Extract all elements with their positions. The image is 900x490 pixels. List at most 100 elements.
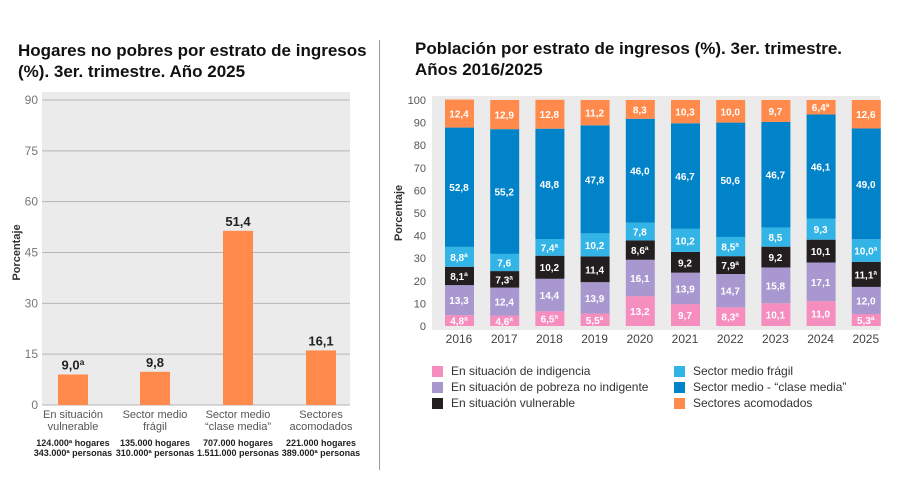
segment-label: 48,8 [540,180,560,191]
segment-label: 10,3 [675,108,695,119]
segment-label: 12,0 [856,296,876,307]
stacked-bar-segment [671,123,700,229]
segment-label: 14,4 [540,291,560,302]
stacked-bar-segment [716,256,746,275]
y-tick-label: 40 [414,231,426,243]
stacked-bar-segment [580,313,610,326]
segment-label: 9,2 [768,253,782,264]
segment-label: 11,0 [811,310,830,321]
stacked-bar-segment [625,259,655,297]
stacked-bar-segment [761,267,791,304]
stacked-bar-segment [625,240,655,260]
category-label: acomodados [290,421,353,433]
y-tick-label: 0 [420,321,426,333]
segment-label: 10,2 [585,241,605,252]
segment-label: 47,8 [585,175,605,186]
stacked-bar-segment [490,315,520,326]
segment-label: 15,8 [766,281,786,292]
x-tick-label: 2017 [491,332,518,346]
stacked-bar-segment [806,100,836,115]
segment-label: 17,1 [811,278,831,289]
segment-label: 7,4ª [541,243,559,254]
segment-label: 10,1 [766,311,786,322]
legend-item: Sectores acomodados [674,396,812,410]
stacked-bar-segment [535,99,565,129]
segment-label: 8,1ª [450,272,468,283]
stacked-bar-segment [490,287,520,316]
legend-item: En situación de pobreza no indigente [432,380,648,394]
segment-label: 50,6 [720,176,740,187]
category-note: 389.000ª personas [282,448,360,458]
y-tick-label: 100 [408,95,426,107]
segment-label: 13,9 [675,284,695,295]
segment-label: 10,2 [540,263,560,274]
bar [223,230,253,405]
stacked-bar-segment [671,272,700,305]
segment-label: 9,7 [678,311,692,322]
stacked-bar-segment [671,304,700,326]
legend-label: Sector medio frágil [693,364,794,378]
legend-item: Sector medio frágil [674,364,793,378]
y-tick-label: 20 [414,276,426,288]
stacked-bar-segment [761,246,791,268]
y-tick-label: 90 [414,118,426,130]
y-tick-label: 0 [31,398,38,412]
segment-label: 13,3 [449,296,469,307]
segment-label: 52,8 [449,183,469,194]
legend-swatch [432,397,443,409]
y-tick-label: 80 [414,140,426,152]
legend-label: En situación vulnerable [451,396,576,410]
category-label: “clase media” [205,421,271,433]
stacked-bar-segment [761,121,791,228]
stacked-bar-segment [761,227,791,247]
category-note: 310.000ª personas [116,448,194,458]
category-note: 221.000 hogares [286,438,356,448]
segment-label: 16,1 [630,274,650,285]
category-label: frágil [143,421,167,433]
segment-label: 12,9 [494,111,514,122]
y-tick-label: 10 [414,298,426,310]
stacked-bar-segment [806,218,836,240]
legend-label: Sectores acomodados [693,396,813,410]
stacked-bar-segment [625,100,655,119]
stacked-bar-segment [535,255,565,279]
segment-label: 7,6 [497,258,511,269]
stacked-bar-segment [806,301,836,326]
bar [58,374,88,405]
segment-label: 46,7 [675,172,695,183]
y-axis-label: Porcentaje [393,185,405,241]
x-tick-label: 2023 [762,332,789,346]
stacked-bar-segment [851,128,881,240]
stacked-bar-segment [580,233,610,257]
category-label: Sector medio [123,409,188,421]
stacked-bar-segment [851,314,881,326]
stacked-bar-segment [806,262,836,302]
segment-label: 10,0 [720,107,740,118]
stacked-bar-segment [535,278,565,312]
segment-label: 13,9 [585,294,605,305]
stacked-bar-segment [445,285,474,316]
y-tick-label: 50 [414,208,426,220]
legend-item: Sector medio - “clase media” [674,380,846,394]
stacked-bar-segment [806,114,836,219]
stacked-bar-segment [761,303,791,326]
x-tick-label: 2021 [672,332,699,346]
segment-label: 9,7 [768,107,782,118]
left-chart-title: Hogares no pobres por estrato de ingreso… [18,41,367,81]
stacked-bar-segment [490,253,520,272]
segment-label: 9,2 [678,258,692,269]
segment-label: 12,8 [540,110,560,121]
segment-label: 4,8ª [450,317,468,328]
stacked-bar-segment [851,239,881,262]
legend-swatch [674,365,685,377]
stacked-bar-segment [445,99,474,128]
legend-item: En situación de indigencia [432,364,590,378]
segment-label: 8,6ª [631,246,649,257]
stacked-bar-segment [580,125,610,234]
x-tick-label: 2016 [446,332,473,346]
segment-label: 10,1 [811,247,831,258]
stacked-bar-segment [761,100,791,122]
y-tick-label: 60 [25,195,39,209]
y-tick-label: 90 [25,93,39,107]
stacked-bar-segment [716,307,746,326]
